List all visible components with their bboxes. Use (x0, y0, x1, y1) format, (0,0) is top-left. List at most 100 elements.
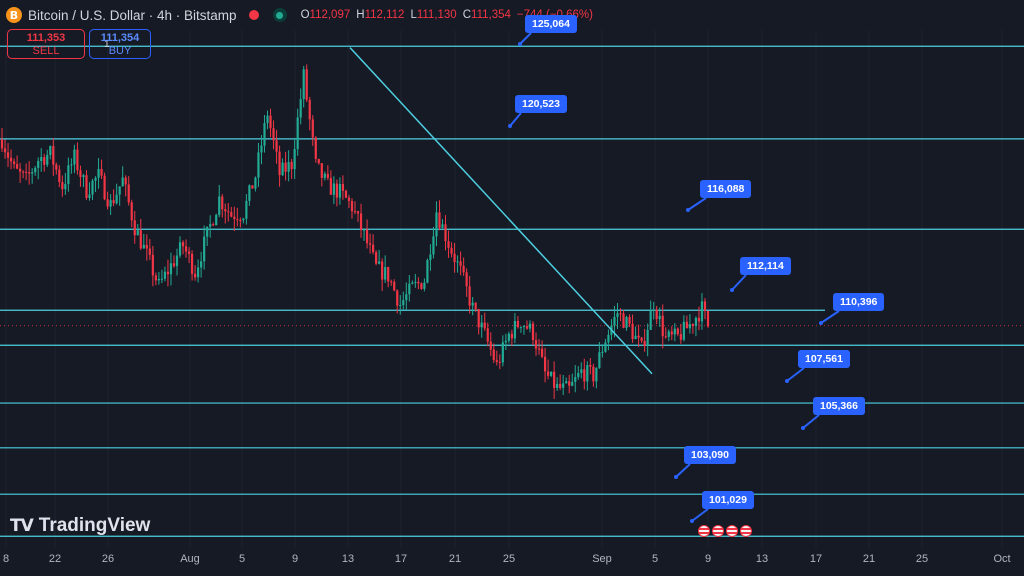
candle-body (625, 317, 628, 328)
us-flag-icon[interactable] (740, 525, 752, 537)
candle-body (619, 313, 622, 315)
buy-label: BUY (108, 45, 132, 57)
candle-body (471, 302, 474, 306)
us-flag-icon[interactable] (712, 525, 724, 537)
callout-anchor (518, 42, 522, 46)
candle-body (661, 315, 664, 337)
candle-body (31, 172, 34, 174)
candle-body (9, 157, 13, 162)
candle-body (115, 194, 118, 204)
candle-body (121, 177, 124, 187)
sell-button[interactable]: 111,353 SELL (7, 29, 85, 59)
close-value: 111,354 (471, 9, 511, 21)
candle-body (540, 348, 544, 357)
candle-body (296, 117, 299, 150)
price-level-label[interactable]: 112,114 (740, 257, 791, 275)
candle-body (362, 229, 366, 231)
candle-body (435, 212, 438, 237)
candle-body (673, 328, 676, 335)
candle-body (212, 224, 215, 226)
price-level-label[interactable]: 125,064 (525, 15, 577, 33)
candle-body (323, 173, 326, 178)
price-level-label[interactable]: 107,561 (798, 350, 850, 368)
high-value: 112,112 (364, 9, 405, 21)
x-tick-label: Oct (993, 553, 1011, 565)
candle-body (15, 164, 19, 169)
candle-body (106, 199, 109, 207)
price-level-label[interactable]: 120,523 (515, 95, 567, 113)
candle-body (525, 326, 529, 329)
candle-body (646, 329, 649, 347)
price-level-label[interactable]: 101,029 (702, 491, 754, 509)
candle-body (396, 290, 399, 306)
candle-body (55, 164, 58, 170)
price-level-label[interactable]: 110,396 (833, 293, 885, 311)
candle-body (317, 158, 320, 164)
trend-line (349, 47, 653, 375)
tradingview-watermark[interactable]: TV TradingView (10, 515, 150, 537)
candle-body (652, 309, 655, 311)
symbol-title[interactable]: Bitcoin / U.S. Dollar · 4h · Bitstamp (28, 7, 237, 23)
candle-body (242, 218, 245, 221)
market-open-icon[interactable] (272, 8, 287, 22)
us-flag-icon[interactable] (698, 525, 710, 537)
candle-body (468, 286, 471, 306)
price-level-label[interactable]: 103,090 (684, 446, 736, 464)
price-level-label[interactable]: 116,088 (700, 180, 752, 198)
candle-body (206, 226, 209, 237)
candle-body (254, 177, 257, 189)
price-level-label[interactable]: 105,366 (813, 397, 865, 415)
open-value: 112,097 (309, 9, 351, 21)
candle-body (154, 275, 157, 281)
candle-body (477, 309, 480, 328)
candle-body (429, 254, 432, 261)
candle-body (504, 340, 507, 343)
candle-body (61, 182, 64, 190)
candle-body (447, 241, 450, 248)
x-tick-label: 9 (704, 553, 712, 565)
candle-body (501, 342, 504, 363)
candle-body (411, 282, 414, 284)
candle-body (6, 152, 10, 158)
candle-body (184, 246, 188, 252)
candle-body (151, 254, 154, 276)
status-indicator-icon[interactable] (248, 10, 259, 20)
candle-body (12, 161, 16, 165)
candle-body (293, 149, 296, 170)
candle-body (181, 242, 185, 247)
event-markers[interactable] (698, 525, 752, 537)
candle-body (200, 261, 203, 268)
candle-body (160, 278, 164, 280)
candle-body (378, 261, 381, 264)
x-tick-label: 25 (915, 553, 929, 565)
us-flag-icon[interactable] (726, 525, 738, 537)
candle-body (124, 177, 127, 185)
candle-body (703, 301, 707, 311)
buy-button[interactable]: 111,354 BUY (89, 29, 151, 59)
candle-body (408, 283, 411, 295)
candle-body (127, 184, 130, 203)
candle-body (3, 148, 7, 153)
candle-body (450, 247, 453, 254)
candle-body (432, 236, 435, 255)
candle-body (697, 317, 701, 322)
candle-body (73, 149, 76, 165)
callout-pointer (687, 197, 707, 211)
candle-body (197, 267, 200, 278)
callout-anchor (801, 426, 805, 430)
candle-body (519, 327, 523, 329)
candle-body (148, 248, 151, 255)
candle-body (528, 323, 532, 329)
candle-body (438, 212, 441, 228)
trade-quantity[interactable]: 1 (104, 39, 110, 50)
candle-body (365, 229, 369, 244)
candle-body (311, 119, 314, 138)
low-value: 111,130 (416, 9, 457, 21)
candle-body (444, 224, 447, 242)
candle-body (245, 200, 248, 219)
candle-body (507, 333, 510, 341)
callout-pointer (786, 367, 805, 382)
candle-body (175, 255, 179, 267)
candle-body (269, 115, 272, 129)
